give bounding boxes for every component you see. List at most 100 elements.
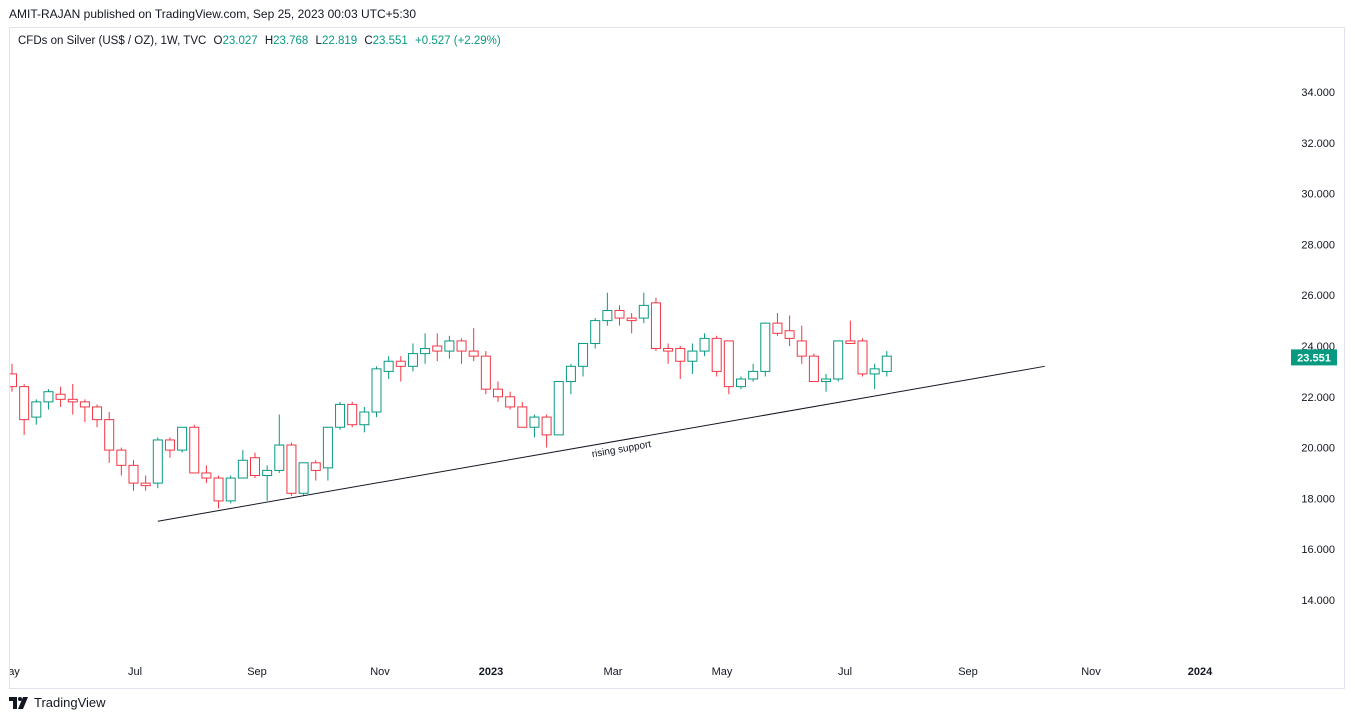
candle-body <box>833 340 844 380</box>
x-tick-label: ay <box>10 666 20 678</box>
candle-body <box>55 393 66 400</box>
candles-layer <box>10 292 892 509</box>
candle-body <box>140 482 151 487</box>
candle-body <box>359 411 370 426</box>
candle-body <box>565 365 576 383</box>
candle-body <box>31 401 42 418</box>
change-value: +0.527 (+2.29%) <box>415 35 501 47</box>
candle-body <box>274 444 285 471</box>
candle-body <box>262 469 273 476</box>
candle <box>407 343 418 372</box>
candle <box>565 363 576 395</box>
candle <box>128 460 139 491</box>
candle <box>857 338 868 377</box>
x-tick-label: Jul <box>838 666 852 678</box>
open-label: O <box>213 35 223 47</box>
candle-body <box>723 340 734 388</box>
candle-body <box>67 398 78 403</box>
candle <box>395 356 406 382</box>
candle <box>796 325 807 364</box>
candle <box>201 465 212 484</box>
candle-body <box>407 353 418 367</box>
candle-body <box>456 340 467 352</box>
candle <box>250 452 260 479</box>
candle-body <box>505 396 516 408</box>
candle <box>784 315 795 346</box>
candle <box>67 384 78 415</box>
rising-support-line <box>157 365 1045 522</box>
publisher-line: AMIT-RAJAN published on TradingView.com,… <box>9 7 417 21</box>
x-tick-label: Nov <box>1081 666 1101 678</box>
candle <box>225 475 236 504</box>
y-tick-label: 16.000 <box>1301 544 1335 556</box>
candle <box>177 426 188 453</box>
candle <box>371 366 382 418</box>
y-tick-label: 26.000 <box>1301 290 1335 302</box>
low-label: L <box>315 35 322 47</box>
candle-body <box>808 355 819 383</box>
candle-body <box>420 348 431 355</box>
candle-body <box>687 350 698 362</box>
x-tick-label: 2023 <box>479 666 503 678</box>
last-price-tag <box>1291 349 1337 366</box>
candle-body <box>626 317 637 322</box>
candle <box>140 475 151 491</box>
candlestick-chart[interactable]: rising support 34.000 32.000 30.000 28.000 2… <box>10 28 1345 689</box>
candle <box>43 389 54 410</box>
candle-body <box>237 459 248 479</box>
candle-body <box>784 330 795 339</box>
candle <box>529 414 540 438</box>
candle <box>468 328 479 362</box>
candle <box>626 312 637 334</box>
candle <box>845 320 856 344</box>
price-tag-layer: 23.551 <box>1291 349 1337 366</box>
candle-body <box>213 477 224 502</box>
x-tick-label: Sep <box>958 666 978 678</box>
candle-body <box>480 355 491 390</box>
candle <box>456 338 467 364</box>
candle-body <box>772 322 783 334</box>
candle <box>663 343 674 364</box>
candle-body <box>736 378 746 388</box>
candle-body <box>432 345 443 352</box>
candle-body <box>553 381 564 436</box>
candle <box>359 406 370 433</box>
candle <box>541 414 552 448</box>
candle <box>31 399 42 425</box>
candle <box>736 376 746 390</box>
x-tick-label: Mar <box>604 666 623 678</box>
candle-body <box>104 419 115 451</box>
y-tick-label: 20.000 <box>1301 443 1335 455</box>
low-value: 22.819 <box>321 35 358 47</box>
candle <box>650 297 661 352</box>
candle <box>92 404 103 428</box>
candle <box>772 312 783 336</box>
candle <box>711 335 722 377</box>
candle <box>590 318 601 349</box>
open-value: 23.027 <box>222 35 258 47</box>
candle-body <box>43 391 54 403</box>
candle <box>869 363 880 390</box>
candle <box>687 343 698 374</box>
candle-body <box>529 416 540 428</box>
candle-body <box>638 304 649 319</box>
footer-brand[interactable]: TradingView <box>9 695 106 710</box>
candle <box>808 353 819 383</box>
candle <box>517 401 528 428</box>
candle <box>553 381 564 436</box>
candle <box>322 426 333 481</box>
candle <box>335 401 346 430</box>
y-axis: 34.00032.00030.00028.00026.00024.00022.0… <box>1301 87 1335 607</box>
candle-body <box>881 355 892 372</box>
candle <box>614 305 625 326</box>
high-label: H <box>264 35 274 47</box>
candle <box>432 333 443 362</box>
candle-body <box>201 472 212 479</box>
candle-body <box>164 439 175 451</box>
candle-body <box>189 426 200 474</box>
candle-body <box>845 340 856 344</box>
x-tick-label: Jul <box>128 666 142 678</box>
y-tick-label: 30.000 <box>1301 189 1335 201</box>
candle <box>821 373 832 392</box>
candle <box>189 424 200 474</box>
